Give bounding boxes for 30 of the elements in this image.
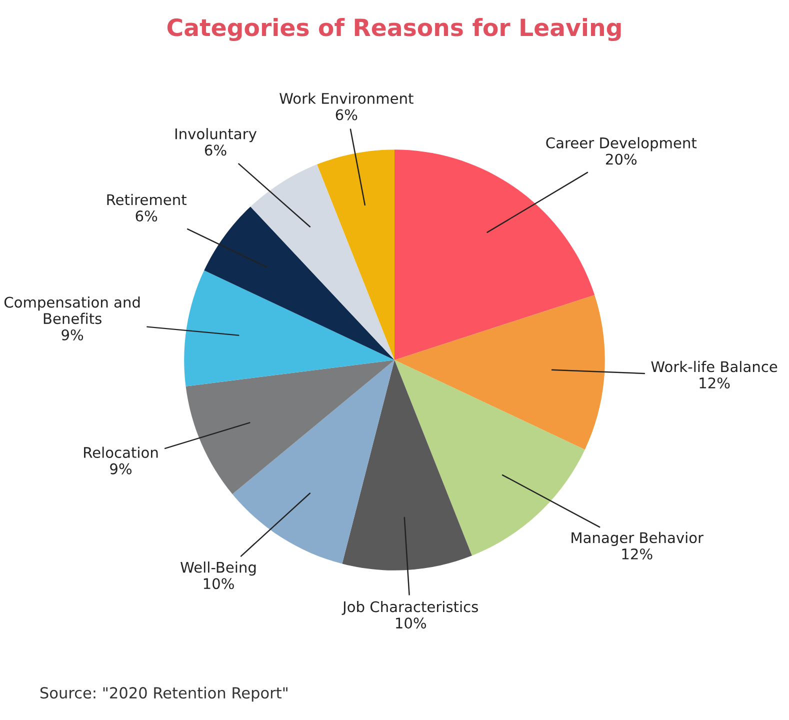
data-label: 9% bbox=[62, 329, 84, 340]
pie-slice bbox=[250, 164, 394, 360]
data-label: 6% bbox=[336, 109, 358, 120]
data-label: 10% bbox=[204, 578, 234, 590]
data-label: 9% bbox=[110, 463, 132, 474]
slice-label: Work Environment bbox=[280, 92, 414, 104]
pie-slice bbox=[317, 150, 394, 360]
data-label: 12% bbox=[622, 548, 652, 560]
slice-label: Work-life Balance bbox=[651, 360, 778, 372]
slice-label: Compensation and Benefits bbox=[4, 296, 140, 324]
pie-slice bbox=[394, 150, 595, 360]
slice-label: Involuntary bbox=[175, 128, 257, 142]
slice-label: Well-Being bbox=[180, 562, 256, 576]
pie-slice bbox=[184, 270, 394, 386]
pie-slice bbox=[204, 206, 394, 360]
data-label: 6% bbox=[136, 210, 158, 222]
data-label: 6% bbox=[204, 144, 226, 156]
pie-slice bbox=[186, 360, 394, 494]
chart-title: Categories of Reasons for Leaving bbox=[167, 18, 621, 42]
slice-label: Relocation bbox=[84, 446, 158, 458]
slice-label: Job Characteristics bbox=[342, 600, 478, 615]
data-label: 12% bbox=[700, 377, 730, 389]
data-label: 20% bbox=[606, 154, 637, 165]
slice-label: Manager Behavior bbox=[572, 532, 704, 546]
data-label: 10% bbox=[396, 618, 426, 629]
slice-label: Retirement bbox=[107, 194, 186, 206]
source-note: Source: "2020 Retention Report" bbox=[40, 686, 288, 702]
slice-label: Career Development bbox=[546, 137, 697, 152]
pie-slice bbox=[394, 294, 605, 450]
pie-slice bbox=[342, 360, 472, 570]
